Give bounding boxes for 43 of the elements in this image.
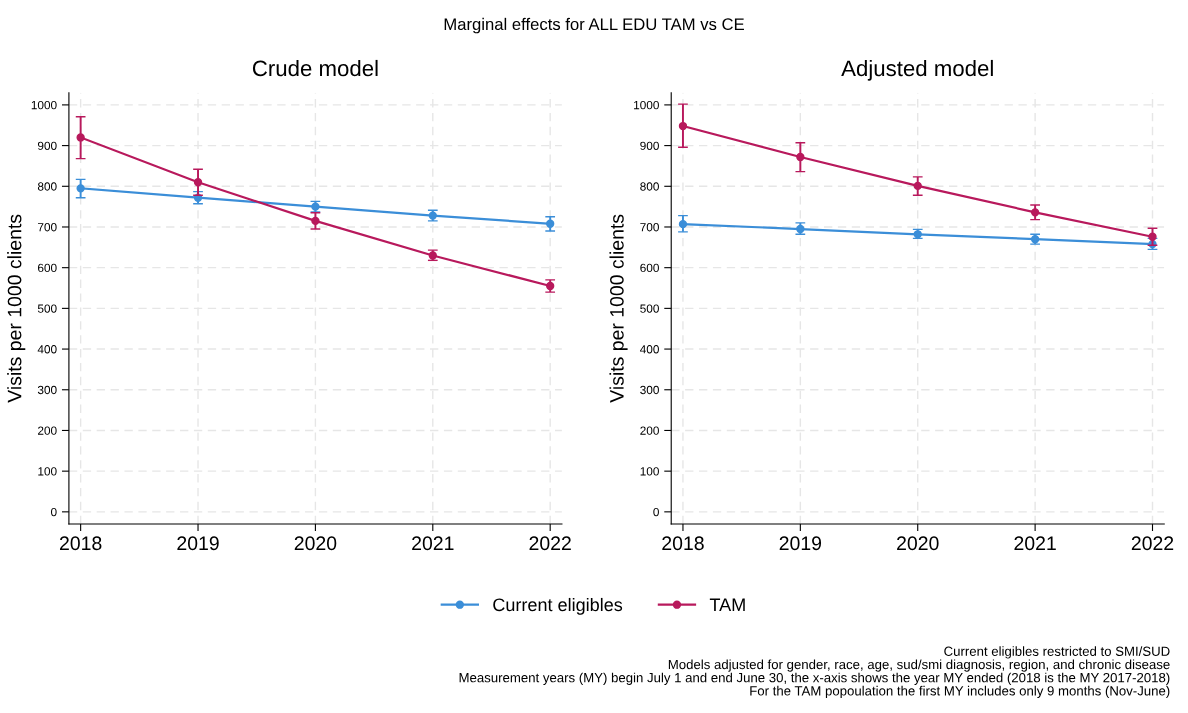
y-tick-label: 200 xyxy=(640,426,659,435)
y-tick-label: 400 xyxy=(639,345,659,354)
y-axis-title: Visits per 1000 clients xyxy=(609,214,628,403)
chart-subtitle: Adjusted model xyxy=(841,59,993,81)
y-tick-label: 300 xyxy=(37,385,57,395)
x-tick-label: 2021 xyxy=(412,536,454,551)
text: For the TAM popoulation the first MY includes only 9 months (Nov-June) xyxy=(750,685,1170,699)
legend-label: Current eligibles xyxy=(493,597,623,615)
legend-label: TAM xyxy=(709,598,745,612)
y-tick-label: 700 xyxy=(640,223,659,232)
text: Current eligibles restricted to SMI/SUD xyxy=(944,646,1170,659)
y-tick-label: 800 xyxy=(640,182,659,191)
y-tick-label: 900 xyxy=(37,141,57,150)
y-tick-label: 400 xyxy=(37,345,57,354)
x-tick-label: 2021 xyxy=(1014,536,1056,551)
y-tick-label: 1000 xyxy=(634,100,659,110)
y-tick-label: 800 xyxy=(37,182,57,191)
y-tick-label: 500 xyxy=(37,304,57,313)
y-tick-label: 1000 xyxy=(31,100,57,110)
y-tick-label: 200 xyxy=(38,426,57,435)
x-tick-label: 2019 xyxy=(177,536,219,551)
y-tick-label: 0 xyxy=(50,507,57,517)
y-tick-label: 700 xyxy=(38,223,57,232)
x-tick-label: 2018 xyxy=(60,536,102,551)
text: Measurement years (MY) begin July 1 and end June 30, the x-axis shows the year MY ended (2018 is the MY 2017-2018) xyxy=(459,672,1170,685)
x-tick-label: 2020 xyxy=(897,536,939,551)
x-tick-label: 2018 xyxy=(662,536,704,551)
y-axis-title: Visits per 1000 clients xyxy=(7,214,26,403)
y-tick-label: 500 xyxy=(640,304,659,313)
x-tick-label: 2022 xyxy=(1131,536,1174,551)
y-tick-label: 100 xyxy=(640,467,659,476)
x-tick-label: 2022 xyxy=(529,536,571,551)
x-tick-label: 2019 xyxy=(779,536,822,551)
y-tick-label: 900 xyxy=(640,141,659,150)
x-tick-label: 2020 xyxy=(294,536,337,551)
y-tick-label: 0 xyxy=(653,507,659,517)
chart-title: Marginal effects for ALL EDU TAM vs CE xyxy=(444,17,744,34)
y-tick-label: 300 xyxy=(640,385,659,395)
y-tick-label: 600 xyxy=(640,263,659,273)
y-tick-label: 600 xyxy=(38,263,57,273)
text: Models adjusted for gender, race, age, sud/smi diagnosis, region, and chronic disease xyxy=(668,659,1170,672)
chart-subtitle: Crude model xyxy=(252,59,378,77)
y-tick-label: 100 xyxy=(38,467,57,476)
